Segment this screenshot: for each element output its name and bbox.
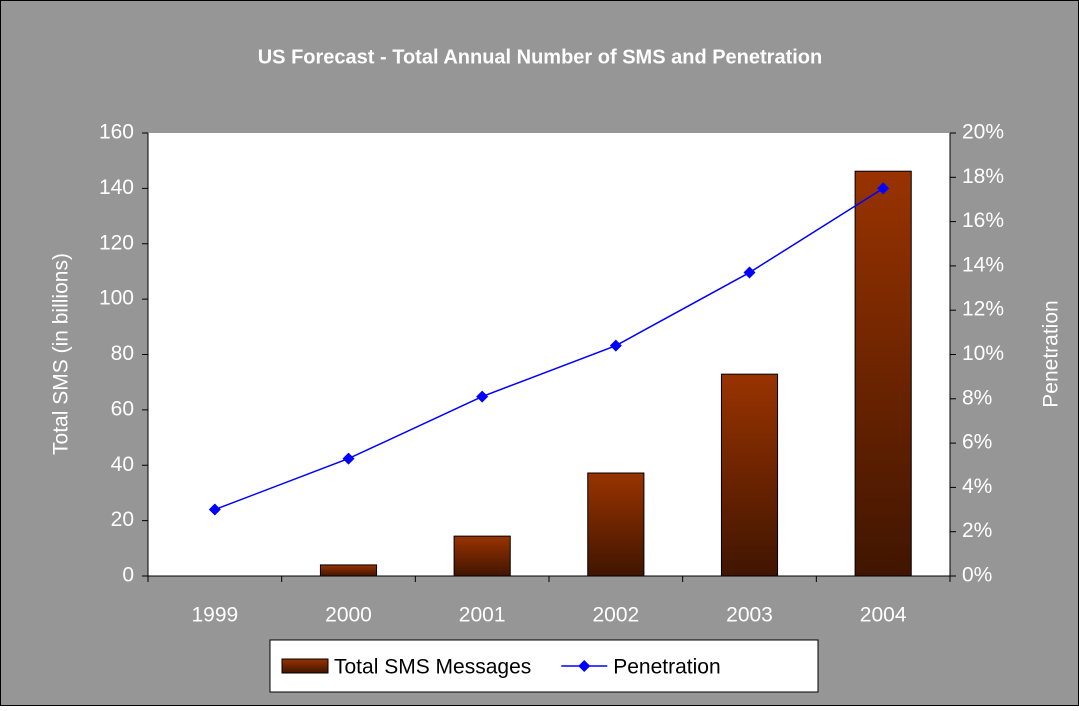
line-marker	[476, 390, 489, 403]
bar	[319, 564, 378, 577]
y-tick-label: 0	[122, 564, 134, 587]
y-tick-label: 140	[99, 176, 134, 199]
x-tick-label: 2002	[592, 604, 639, 627]
line	[214, 187, 884, 511]
x-tick-label: 2003	[726, 604, 773, 627]
y2-axis-label: Penetration	[1040, 300, 1063, 407]
x-tick-label: 2004	[860, 604, 907, 627]
y-tick-label: 80	[111, 342, 134, 365]
legend-marker	[578, 660, 591, 672]
line-marker	[609, 339, 622, 352]
y-tick-label: 20	[111, 508, 134, 531]
y2-tick-label: 2%	[962, 519, 992, 542]
y2-tick-label: 18%	[962, 165, 1004, 188]
legend-swatch	[281, 658, 329, 674]
legend-label: Total SMS Messages	[334, 656, 531, 679]
plot-area	[148, 133, 950, 576]
line-marker	[743, 266, 756, 279]
y2-tick-label: 14%	[962, 253, 1004, 276]
y-tick-label: 60	[111, 397, 134, 420]
y2-tick-label: 4%	[962, 475, 992, 498]
y2-tick-label: 8%	[962, 386, 992, 409]
line-marker	[342, 452, 355, 465]
x-tick-label: 2000	[325, 604, 372, 627]
y-tick-label: 160	[99, 121, 134, 144]
legend-label: Penetration	[613, 656, 720, 679]
y2-tick-label: 0%	[962, 564, 992, 587]
y2-tick-label: 10%	[962, 342, 1004, 365]
line-marker	[877, 182, 890, 195]
y2-tick-label: 6%	[962, 431, 992, 454]
legend	[269, 639, 819, 693]
bar	[854, 170, 912, 577]
y-axis-label: Total SMS (in billions)	[50, 253, 73, 455]
bar	[587, 472, 645, 577]
bar	[720, 373, 779, 577]
bar	[453, 535, 511, 577]
y2-tick-label: 12%	[962, 298, 1004, 321]
x-tick-label: 1999	[191, 604, 238, 627]
y-tick-label: 100	[99, 287, 134, 310]
line-marker	[208, 503, 221, 516]
y-tick-label: 40	[111, 453, 134, 476]
y-tick-label: 120	[99, 231, 134, 254]
y2-tick-label: 16%	[962, 209, 1004, 232]
y2-tick-label: 20%	[962, 121, 1004, 144]
chart-title: US Forecast - Total Annual Number of SMS…	[258, 46, 823, 68]
x-tick-label: 2001	[459, 604, 506, 627]
